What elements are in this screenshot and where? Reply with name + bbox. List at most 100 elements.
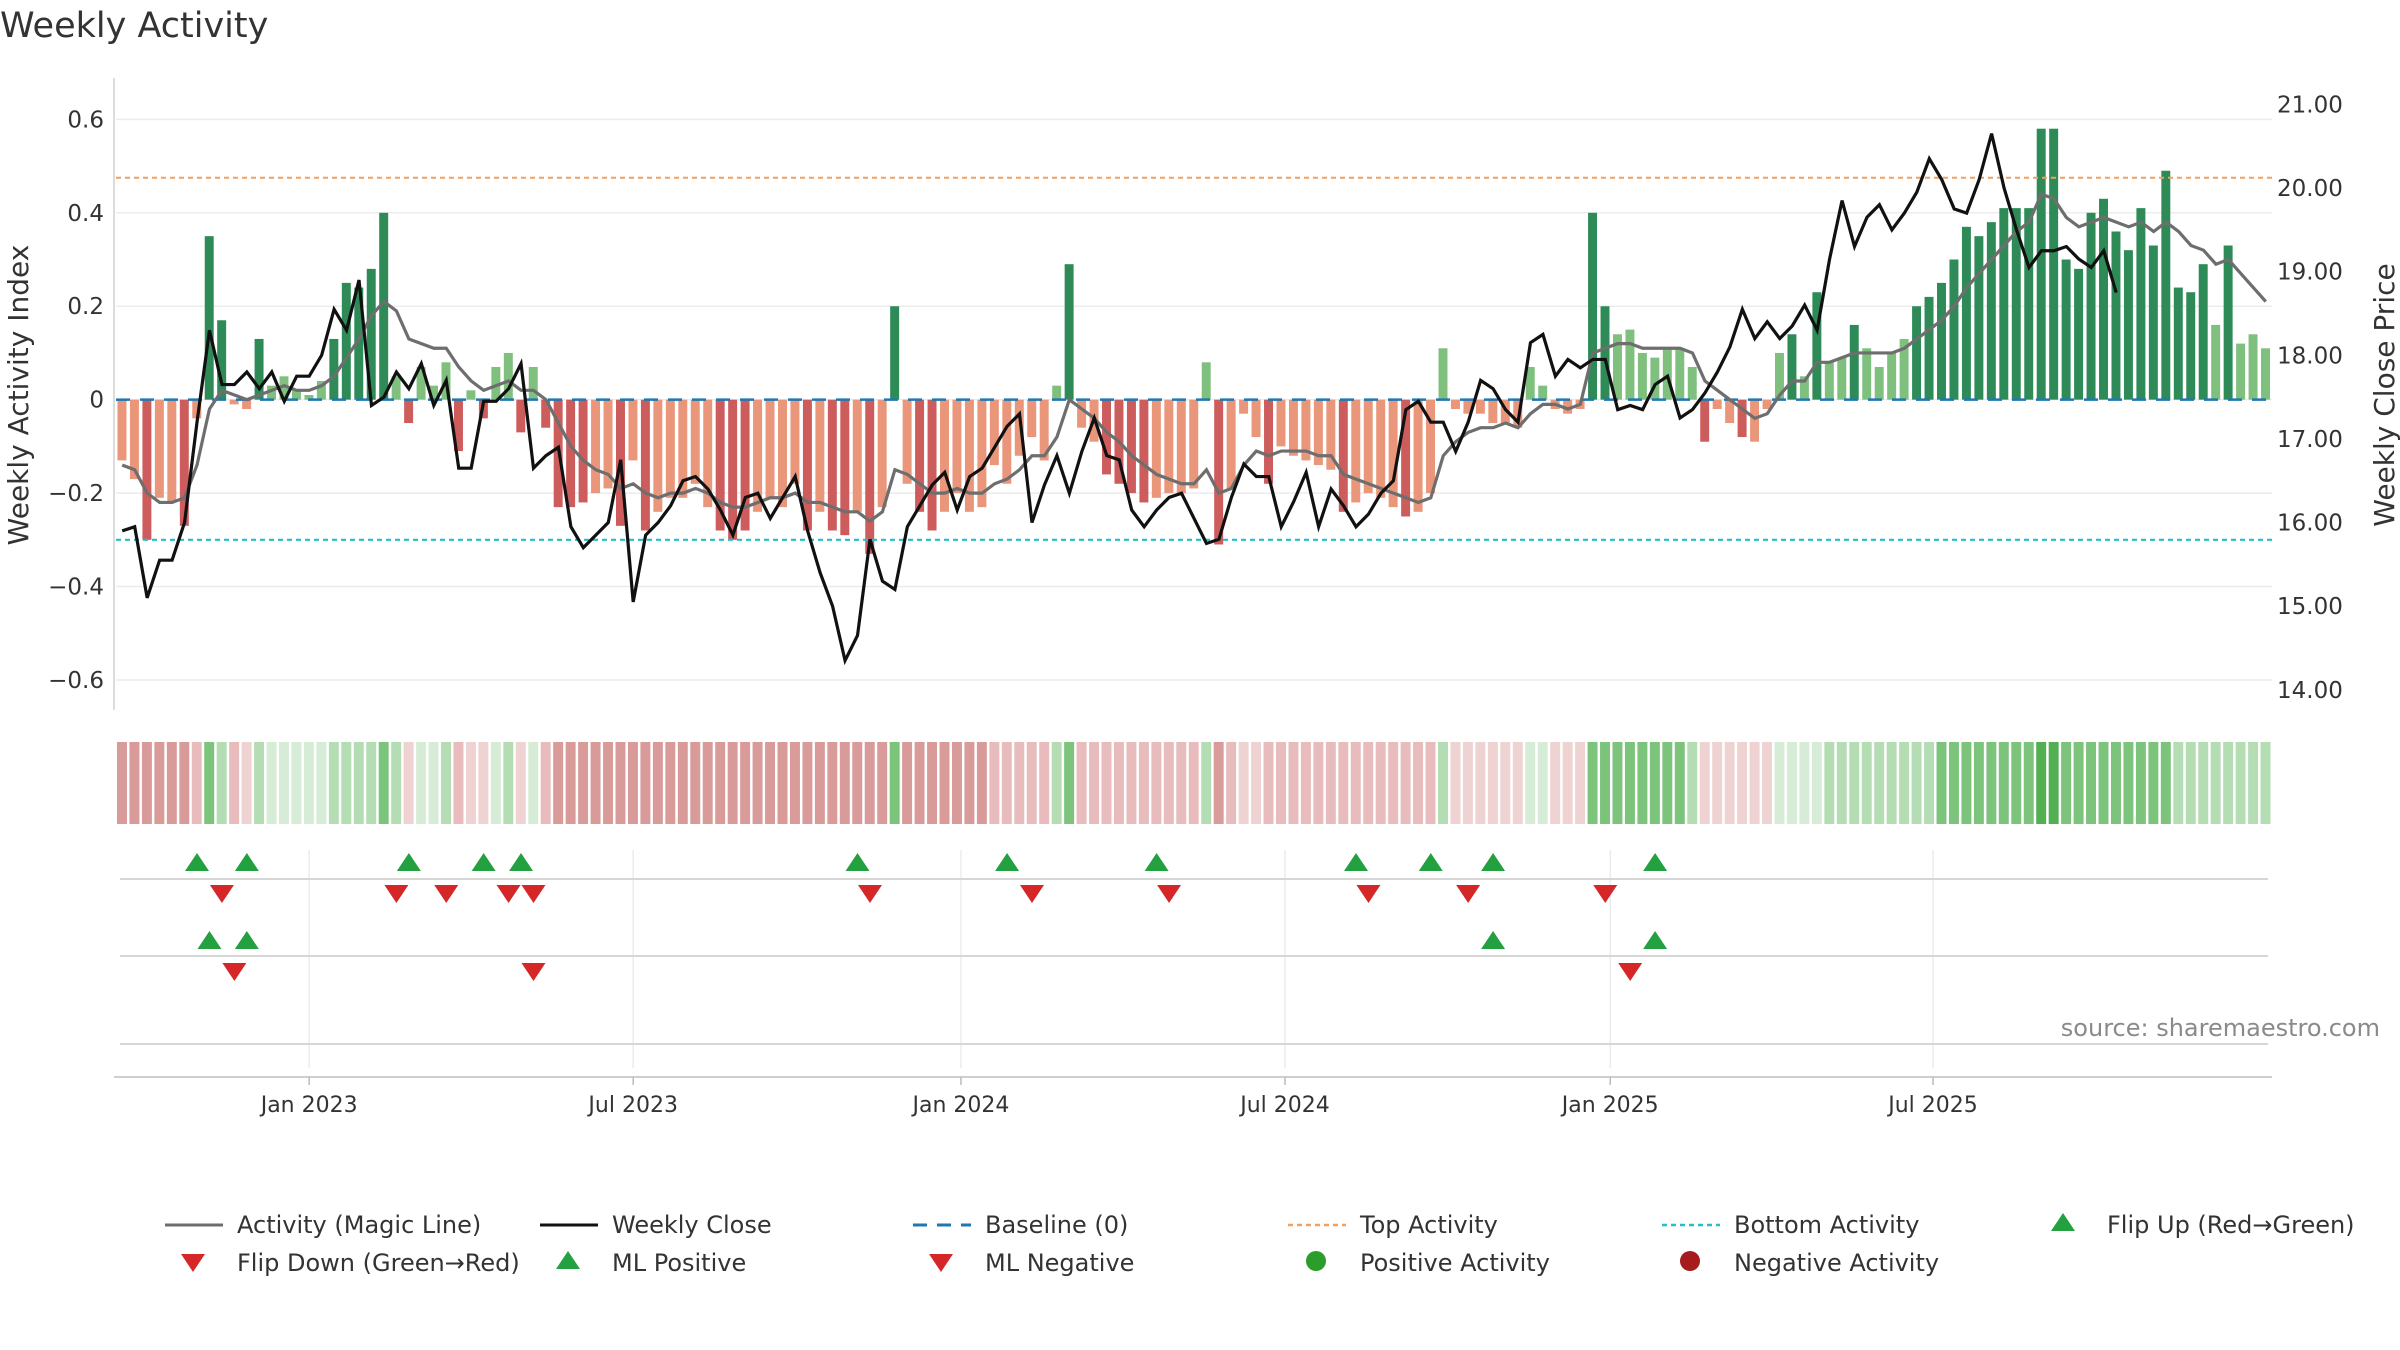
strip-cell bbox=[1512, 742, 1523, 824]
activity-bar bbox=[1986, 222, 1996, 400]
strip-cell bbox=[1973, 742, 1984, 824]
legend-swatch-flip-up bbox=[2051, 1213, 2075, 1231]
y-tick-label: 0 bbox=[89, 388, 104, 414]
legend-label-bottom: Bottom Activity bbox=[1734, 1211, 1919, 1239]
activity-bar bbox=[1413, 399, 1423, 512]
strip-cell bbox=[1986, 742, 1997, 824]
activity-bar bbox=[1376, 399, 1386, 498]
y-tick-label: 0.2 bbox=[67, 294, 104, 320]
strip-cell bbox=[1699, 742, 1710, 824]
activity-bar bbox=[1750, 399, 1760, 442]
flip-up-marker bbox=[845, 853, 870, 871]
legend-swatch-negative-activity bbox=[1680, 1251, 1700, 1271]
strip-cell bbox=[2135, 742, 2146, 824]
activity-bar bbox=[1450, 399, 1460, 410]
activity-bar bbox=[840, 399, 850, 536]
activity-bar bbox=[2049, 128, 2059, 400]
legend-label-mlpos: ML Positive bbox=[612, 1249, 746, 1277]
strip-cell bbox=[1525, 742, 1536, 824]
activity-bar bbox=[1388, 399, 1398, 508]
strip-cell bbox=[1363, 742, 1374, 824]
activity-bar bbox=[2036, 128, 2046, 400]
magic-line bbox=[121, 192, 2267, 524]
activity-bar bbox=[1027, 399, 1037, 438]
activity-bar bbox=[678, 399, 688, 498]
strip-cell bbox=[1251, 742, 1262, 824]
activity-bar bbox=[1475, 399, 1485, 414]
strip-cell bbox=[1026, 742, 1037, 824]
activity-bar bbox=[1363, 399, 1373, 494]
source-credit: source: sharemaestro.com bbox=[2060, 1014, 2380, 1042]
strip-cell bbox=[1388, 742, 1399, 824]
strip-cell bbox=[141, 742, 152, 824]
flip-up-marker bbox=[1643, 853, 1668, 871]
x-tick-label: Jul 2024 bbox=[1238, 1093, 1330, 1118]
strip-cell bbox=[2098, 742, 2109, 824]
activity-bar bbox=[2123, 250, 2133, 400]
strip-cell bbox=[2148, 742, 2159, 824]
activity-bar bbox=[1077, 399, 1087, 428]
strip-cell bbox=[1799, 742, 1810, 824]
strip-cell bbox=[2160, 742, 2171, 824]
activity-bar bbox=[1338, 399, 1348, 512]
strip-cell bbox=[2210, 742, 2221, 824]
y2-tick-label: 19.00 bbox=[2277, 260, 2343, 286]
flip-up-marker bbox=[1418, 853, 1443, 871]
strip-cell bbox=[1113, 742, 1124, 824]
strip-cell bbox=[1163, 742, 1174, 824]
strip-cell bbox=[1089, 742, 1100, 824]
activity-bar bbox=[1351, 399, 1361, 503]
activity-bar bbox=[2099, 198, 2108, 400]
strip-cell bbox=[378, 742, 389, 824]
legend-label-mlneg: ML Negative bbox=[985, 1249, 1134, 1277]
y2-tick-label: 17.00 bbox=[2277, 427, 2343, 453]
flip-up-marker bbox=[1144, 853, 1169, 871]
activity-bar bbox=[1712, 399, 1722, 410]
activity-bar bbox=[1824, 362, 1834, 400]
flip-up-marker bbox=[185, 853, 210, 871]
strip-cell bbox=[403, 742, 414, 824]
strip-cell bbox=[1238, 742, 1249, 824]
activity-bar bbox=[154, 399, 164, 498]
activity-bar bbox=[1899, 338, 1909, 400]
strip-cell bbox=[1612, 742, 1623, 824]
strip-cell bbox=[266, 742, 277, 824]
strip-cell bbox=[1014, 742, 1025, 824]
strip-cell bbox=[428, 742, 439, 824]
strip-cell bbox=[1849, 742, 1860, 824]
strip-cell bbox=[2173, 742, 2184, 824]
strip-cell bbox=[1649, 742, 1660, 824]
activity-bar bbox=[1538, 385, 1548, 400]
activity-bar bbox=[229, 399, 239, 405]
activity-bar bbox=[852, 399, 862, 512]
strip-cell bbox=[864, 742, 875, 824]
strip-cell bbox=[2061, 742, 2072, 824]
flip-up-marker bbox=[509, 853, 534, 871]
activity-bar bbox=[192, 399, 202, 419]
strip-cell bbox=[939, 742, 950, 824]
strip-cell bbox=[441, 742, 451, 824]
activity-bar bbox=[1799, 376, 1809, 400]
strip-cell bbox=[1450, 742, 1461, 824]
y2-tick-label: 20.00 bbox=[2277, 176, 2343, 202]
activity-bar bbox=[628, 399, 638, 461]
strip-cell bbox=[1662, 742, 1673, 824]
activity-bar bbox=[1737, 399, 1747, 438]
strip-cell bbox=[204, 742, 215, 824]
strip-cell bbox=[2086, 742, 2097, 824]
activity-bar bbox=[728, 399, 738, 540]
x-tick-label: Jan 2025 bbox=[1560, 1093, 1659, 1118]
strip-cell bbox=[2023, 742, 2034, 824]
activity-bar bbox=[790, 399, 800, 484]
strip-cell bbox=[465, 742, 476, 824]
activity-bar bbox=[802, 399, 812, 531]
activity-bar bbox=[1139, 399, 1149, 503]
activity-bar bbox=[2086, 212, 2096, 400]
activity-bar bbox=[1126, 399, 1136, 494]
strip-cell bbox=[453, 742, 464, 824]
activity-bar bbox=[1239, 399, 1249, 414]
strip-cell bbox=[1276, 742, 1286, 824]
strip-cell bbox=[989, 742, 1000, 824]
strip-cell bbox=[490, 742, 501, 824]
activity-bar bbox=[204, 236, 214, 400]
